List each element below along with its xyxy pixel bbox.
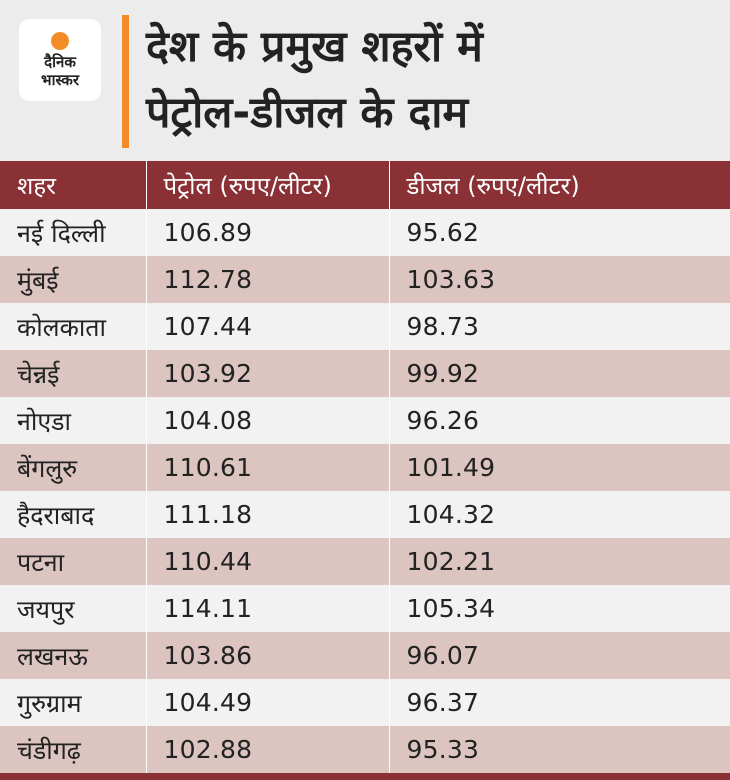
city-cell: चेन्नई (0, 350, 147, 397)
diesel-price-cell: 102.21 (389, 538, 730, 585)
table-row: लखनऊ 103.86 96.07 (0, 632, 730, 679)
petrol-price-cell: 103.92 (146, 350, 390, 397)
city-cell: हैदराबाद (0, 491, 147, 538)
table-row: नोएडा 104.08 96.26 (0, 397, 730, 444)
petrol-price-cell: 114.11 (146, 585, 390, 632)
petrol-price-cell: 106.89 (146, 209, 390, 256)
table-row: नई दिल्ली 106.89 95.62 (0, 209, 730, 256)
table-row: जयपुर 114.11 105.34 (0, 585, 730, 632)
city-cell: लखनऊ (0, 632, 147, 679)
city-cell: बेंगलुरु (0, 444, 147, 491)
table-row: चेन्नई 103.92 99.92 (0, 350, 730, 397)
city-cell: नई दिल्ली (0, 209, 147, 256)
petrol-price-cell: 104.08 (146, 397, 390, 444)
petrol-price-cell: 104.49 (146, 679, 390, 726)
city-cell: गुरुग्राम (0, 679, 147, 726)
fuel-price-table: शहर पेट्रोल (रुपए/लीटर) डीजल (रुपए/लीटर)… (0, 161, 730, 773)
table-row: बेंगलुरु 110.61 101.49 (0, 444, 730, 491)
petrol-price-cell: 111.18 (146, 491, 390, 538)
table-row: चंडीगढ़ 102.88 95.33 (0, 726, 730, 773)
city-cell: जयपुर (0, 585, 147, 632)
diesel-price-cell: 95.33 (389, 726, 730, 773)
petrol-price-cell: 102.88 (146, 726, 390, 773)
header-city: शहर (0, 161, 147, 209)
diesel-price-cell: 96.07 (389, 632, 730, 679)
diesel-price-cell: 98.73 (389, 303, 730, 350)
page-title: देश के प्रमुख शहरों में पेट्रोल-डीजल के … (146, 22, 483, 138)
city-cell: पटना (0, 538, 147, 585)
petrol-price-cell: 107.44 (146, 303, 390, 350)
city-cell: मुंबई (0, 256, 147, 303)
title-accent-bar (122, 15, 129, 148)
sun-icon (51, 32, 69, 50)
header-petrol: पेट्रोल (रुपए/लीटर) (146, 161, 390, 209)
table-row: पटना 110.44 102.21 (0, 538, 730, 585)
city-cell: चंडीगढ़ (0, 726, 147, 773)
table-row: गुरुग्राम 104.49 96.37 (0, 679, 730, 726)
header-diesel: डीजल (रुपए/लीटर) (389, 161, 730, 209)
petrol-price-cell: 110.44 (146, 538, 390, 585)
diesel-price-cell: 105.34 (389, 585, 730, 632)
diesel-price-cell: 104.32 (389, 491, 730, 538)
table-row: कोलकाता 107.44 98.73 (0, 303, 730, 350)
diesel-price-cell: 96.37 (389, 679, 730, 726)
petrol-price-cell: 110.61 (146, 444, 390, 491)
petrol-price-cell: 112.78 (146, 256, 390, 303)
logo-text: दैनिक भास्कर (41, 53, 79, 89)
city-cell: कोलकाता (0, 303, 147, 350)
diesel-price-cell: 103.63 (389, 256, 730, 303)
petrol-price-cell: 103.86 (146, 632, 390, 679)
diesel-price-cell: 96.26 (389, 397, 730, 444)
price-table-container: शहर पेट्रोल (रुपए/लीटर) डीजल (रुपए/लीटर)… (0, 161, 730, 780)
table-row: मुंबई 112.78 103.63 (0, 256, 730, 303)
table-header-row: शहर पेट्रोल (रुपए/लीटर) डीजल (रुपए/लीटर) (0, 161, 730, 209)
city-cell: नोएडा (0, 397, 147, 444)
table-row: हैदराबाद 111.18 104.32 (0, 491, 730, 538)
brand-logo: दैनिक भास्कर (19, 19, 101, 101)
diesel-price-cell: 101.49 (389, 444, 730, 491)
diesel-price-cell: 95.62 (389, 209, 730, 256)
diesel-price-cell: 99.92 (389, 350, 730, 397)
